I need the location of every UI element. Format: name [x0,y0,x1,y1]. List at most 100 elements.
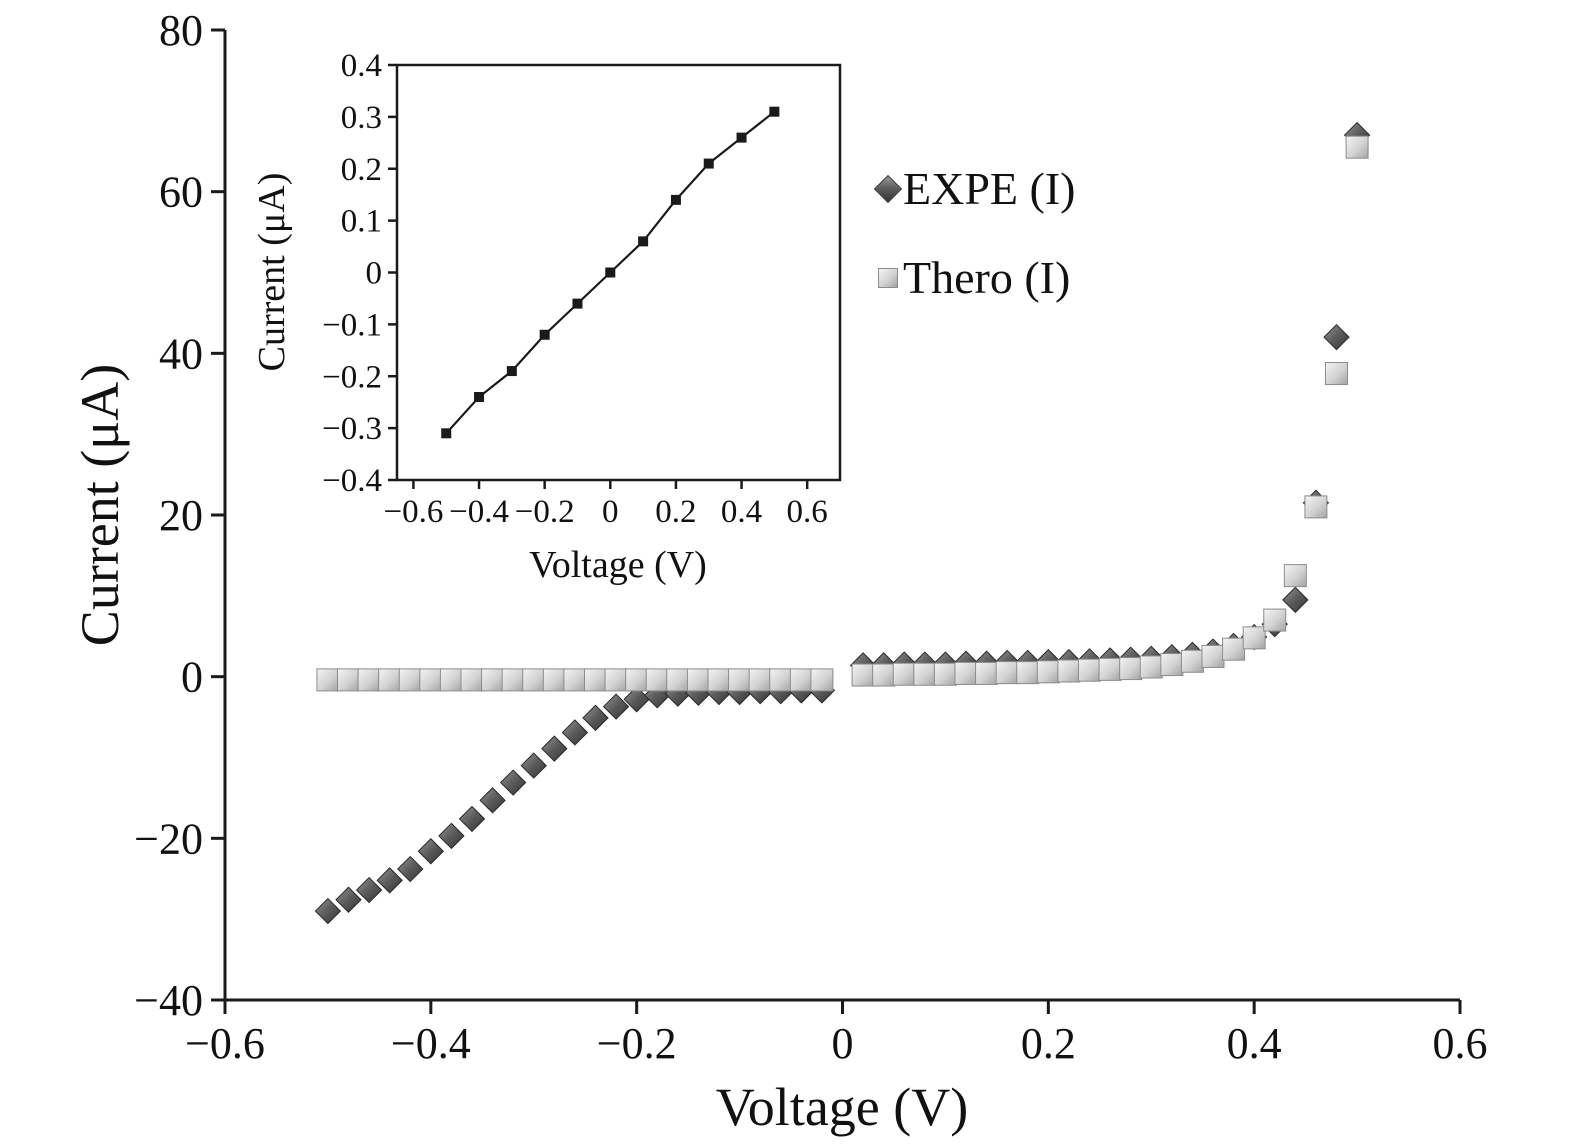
inset-x-axis-title: Voltage (V) [529,544,707,586]
expe-data-point [602,693,630,720]
thero-data-point [707,668,731,692]
thero-data-point [584,668,607,692]
thero-data-point [1078,658,1101,682]
thero-data-point [1016,661,1040,685]
thero-data-point [1180,649,1204,673]
thero-data-point [378,668,402,692]
thero-data-point [316,668,340,692]
thero-data-point [1098,657,1122,681]
main-y-tick-label: −20 [134,814,203,863]
inset-data-point [638,236,649,247]
thero-data-point [1160,653,1184,677]
inset-y-tick-label: −0.4 [322,463,382,499]
thero-data-point [913,662,937,686]
thero-data-point [851,663,875,687]
thero-data-point [1283,564,1307,588]
thero-data-point [604,668,628,692]
expe-data-point [1323,323,1350,351]
main-x-tick-label: −0.6 [185,1019,265,1068]
inset-x-tick-label: 0.2 [655,494,696,530]
thero-data-point [933,662,957,686]
inset-data-point [572,298,583,309]
thero-data-point [542,668,566,692]
inset-y-tick-label: 0 [366,256,383,292]
legend: EXPE (I) Thero (I) [873,162,1076,304]
main-y-tick-label: 40 [159,329,203,378]
thero-data-point [460,668,484,692]
main-x-tick-label: 0.4 [1227,1019,1282,1068]
expe-data-point [397,855,424,883]
inset-data-point [605,267,616,278]
thero-data-point [501,668,525,692]
inset-y-tick-label: 0.3 [341,100,382,136]
thero-data-point [1057,659,1081,683]
inset-data-point [474,392,485,402]
thero-data-point [1304,495,1328,519]
inset-x-tick-label: 0.6 [787,494,828,530]
square-marker-icon [878,267,898,288]
thero-data-point [337,668,360,692]
main-series-points [314,121,1371,925]
thero-data-point [954,661,978,685]
inset-data-point [506,366,517,377]
inset-y-axis-title: Current (μA) [251,172,293,372]
expe-data-point [458,805,486,833]
legend-item-expe: EXPE (I) [873,162,1076,215]
inset-y-tick-label: −0.3 [322,411,382,447]
thero-data-point [481,668,505,692]
expe-data-point [1282,586,1309,614]
expe-data-point [335,886,362,913]
main-x-tick-label: 0.2 [1021,1019,1076,1068]
thero-data-point [439,668,463,692]
thero-data-point [1325,362,1348,386]
expe-data-point [582,704,609,732]
expe-data-point [479,787,506,814]
thero-data-point [645,668,669,692]
thero-data-point [975,661,999,685]
thero-data-point [666,668,690,692]
expe-data-point [561,719,589,746]
inset-x-tick-label: −0.2 [515,494,575,530]
thero-data-point [419,668,443,692]
thero-data-point [398,668,422,692]
main-x-tick-label: 0 [832,1019,854,1068]
thero-data-point [872,663,896,687]
thero-data-point [769,668,793,692]
expe-data-point [520,752,547,779]
thero-data-point [1345,135,1369,159]
inset-y-tick-label: −0.1 [322,307,382,343]
main-y-tick-label: 0 [181,653,203,702]
inset-data-point [670,194,681,205]
expe-data-point [376,867,403,894]
legend-label-expe: EXPE (I) [903,163,1076,214]
inset-y-tick-label: 0.4 [341,48,382,84]
thero-data-point [522,668,546,692]
expe-data-point [499,769,527,796]
legend-item-thero: Thero (I) [878,251,1075,304]
inset-x-tick-label: 0.4 [721,494,762,530]
expe-data-point [438,822,465,850]
inset-y-tick-label: 0.1 [341,204,382,240]
thero-data-point [1036,660,1060,684]
inset-data-point [703,158,714,169]
main-x-tick-label: 0.6 [1433,1019,1488,1068]
thero-data-point [789,668,813,692]
inset-y-tick-label: 0.2 [341,152,382,188]
expe-data-point [541,735,568,762]
inset-data-point [441,428,452,439]
thero-data-point [1139,655,1163,679]
thero-data-point [686,668,710,692]
inset-data-point [539,329,550,340]
main-y-tick-label: 60 [159,168,203,217]
thero-data-point [728,668,752,692]
expe-data-point [417,838,445,865]
thero-data-point [1201,644,1225,668]
expe-data-point [355,876,383,904]
legend-label-thero: Thero (I) [903,252,1071,303]
inset-data-point [769,106,780,117]
main-y-axis-title: Current (μA) [70,363,130,647]
main-y-tick-label: 80 [159,6,203,55]
main-y-tick-label: −40 [134,976,203,1025]
